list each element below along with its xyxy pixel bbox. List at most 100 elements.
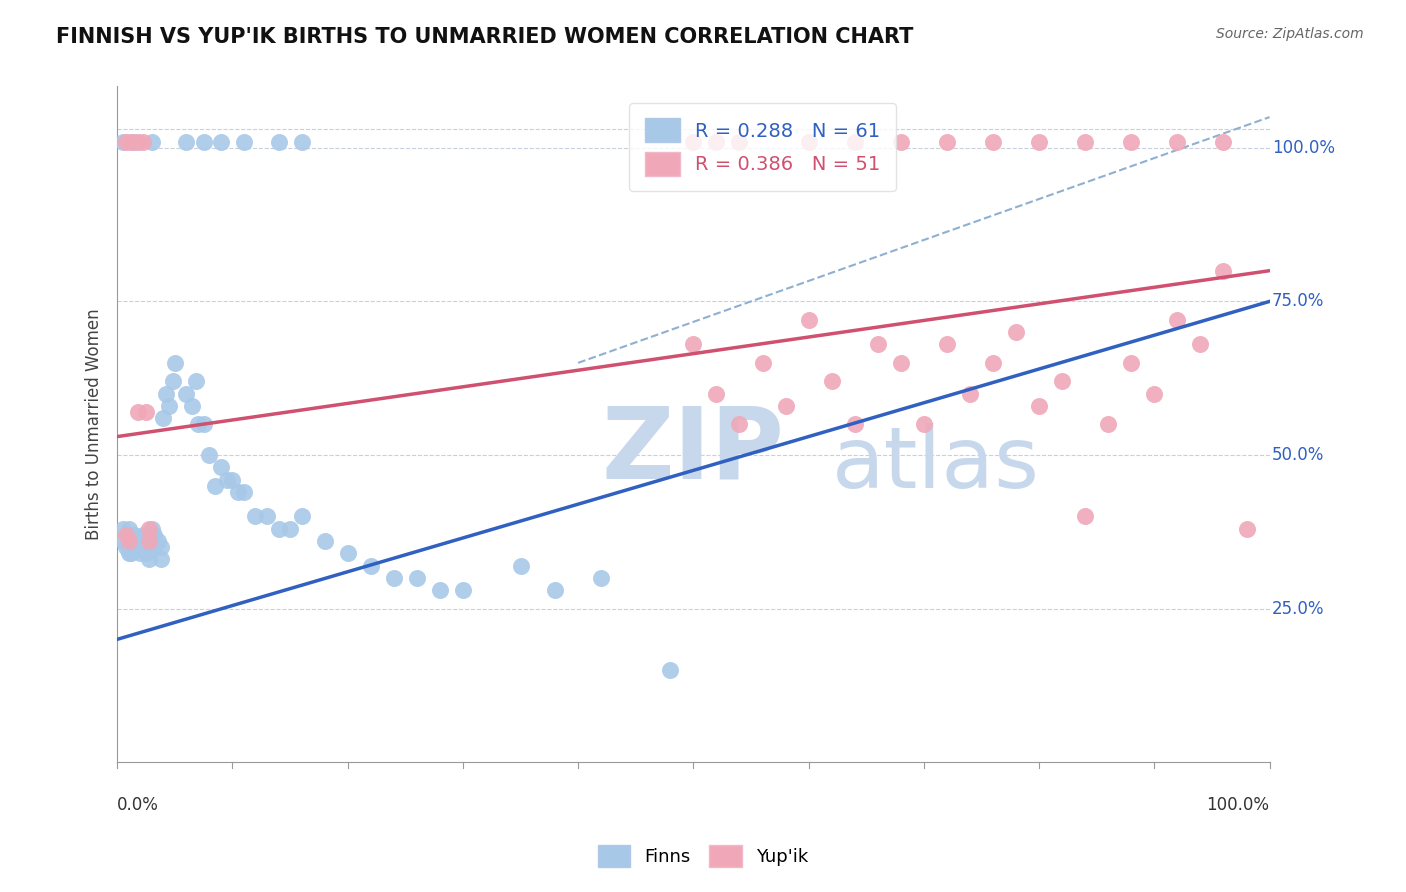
Point <box>1028 399 1050 413</box>
Point <box>209 135 232 149</box>
Point <box>138 534 160 549</box>
Point <box>981 135 1004 149</box>
Point <box>866 337 889 351</box>
Point <box>141 522 163 536</box>
Point <box>382 571 405 585</box>
Point <box>1236 522 1258 536</box>
Point <box>193 417 215 432</box>
Point <box>120 534 142 549</box>
Point <box>267 522 290 536</box>
Point <box>290 509 312 524</box>
Point <box>1005 325 1028 339</box>
Point <box>451 583 474 598</box>
Point <box>152 411 174 425</box>
Point <box>314 534 336 549</box>
Point <box>204 479 226 493</box>
Point <box>131 135 153 149</box>
Point <box>118 522 141 536</box>
Point <box>1189 337 1212 351</box>
Point <box>233 135 256 149</box>
Point <box>226 484 249 499</box>
Point <box>143 528 166 542</box>
Point <box>278 522 301 536</box>
Point <box>1166 135 1188 149</box>
Text: Source: ZipAtlas.com: Source: ZipAtlas.com <box>1216 27 1364 41</box>
Y-axis label: Births to Unmarried Women: Births to Unmarried Women <box>86 309 103 540</box>
Legend: R = 0.288   N = 61, R = 0.386   N = 51: R = 0.288 N = 61, R = 0.386 N = 51 <box>628 103 896 191</box>
Point <box>797 313 820 327</box>
Point <box>1121 135 1143 149</box>
Point <box>1074 509 1097 524</box>
Point <box>127 135 149 149</box>
Point <box>405 571 427 585</box>
Point <box>118 546 141 560</box>
Point <box>728 417 751 432</box>
Point <box>890 356 912 370</box>
Point <box>429 583 451 598</box>
Point <box>111 534 134 549</box>
Point <box>209 460 232 475</box>
Point <box>336 546 359 560</box>
Point <box>935 337 957 351</box>
Point <box>141 135 163 149</box>
Point <box>124 528 146 542</box>
Point <box>1121 356 1143 370</box>
Text: 50.0%: 50.0% <box>1272 446 1324 464</box>
Point <box>127 540 149 554</box>
Point <box>127 534 149 549</box>
Point <box>193 135 215 149</box>
Point <box>129 546 152 560</box>
Point <box>591 571 613 585</box>
Point <box>176 386 198 401</box>
Point <box>149 552 172 566</box>
Point <box>821 374 844 388</box>
Point <box>176 135 198 149</box>
Legend: Finns, Yup'ik: Finns, Yup'ik <box>591 838 815 874</box>
Point <box>181 399 204 413</box>
Point <box>221 473 243 487</box>
Point <box>682 337 704 351</box>
Text: ZIP: ZIP <box>602 403 785 500</box>
Point <box>682 135 704 149</box>
Point <box>1212 135 1234 149</box>
Point <box>215 473 238 487</box>
Point <box>131 540 153 554</box>
Point <box>959 386 981 401</box>
Point <box>890 135 912 149</box>
Point <box>135 534 157 549</box>
Point <box>360 558 382 573</box>
Point <box>115 135 138 149</box>
Point <box>844 135 866 149</box>
Point <box>135 405 157 419</box>
Point <box>138 552 160 566</box>
Point <box>118 534 141 549</box>
Point <box>1166 313 1188 327</box>
Point <box>115 540 138 554</box>
Point <box>155 386 177 401</box>
Point <box>1212 263 1234 277</box>
Text: 0.0%: 0.0% <box>117 796 159 814</box>
Point <box>935 135 957 149</box>
Point <box>233 484 256 499</box>
Text: 75.0%: 75.0% <box>1272 293 1324 310</box>
Point <box>1028 135 1050 149</box>
Point <box>775 399 797 413</box>
Text: FINNISH VS YUP'IK BIRTHS TO UNMARRIED WOMEN CORRELATION CHART: FINNISH VS YUP'IK BIRTHS TO UNMARRIED WO… <box>56 27 914 46</box>
Point <box>659 663 682 677</box>
Point <box>706 386 728 401</box>
Point <box>290 135 312 149</box>
Point <box>245 509 267 524</box>
Point <box>124 540 146 554</box>
Point <box>141 534 163 549</box>
Point <box>129 534 152 549</box>
Point <box>184 374 207 388</box>
Text: atlas: atlas <box>832 424 1039 507</box>
Point <box>256 509 278 524</box>
Point <box>111 135 134 149</box>
Point <box>157 399 180 413</box>
Point <box>544 583 567 598</box>
Point <box>143 540 166 554</box>
Text: 25.0%: 25.0% <box>1272 599 1324 617</box>
Text: 100.0%: 100.0% <box>1272 139 1334 157</box>
Point <box>198 448 221 462</box>
